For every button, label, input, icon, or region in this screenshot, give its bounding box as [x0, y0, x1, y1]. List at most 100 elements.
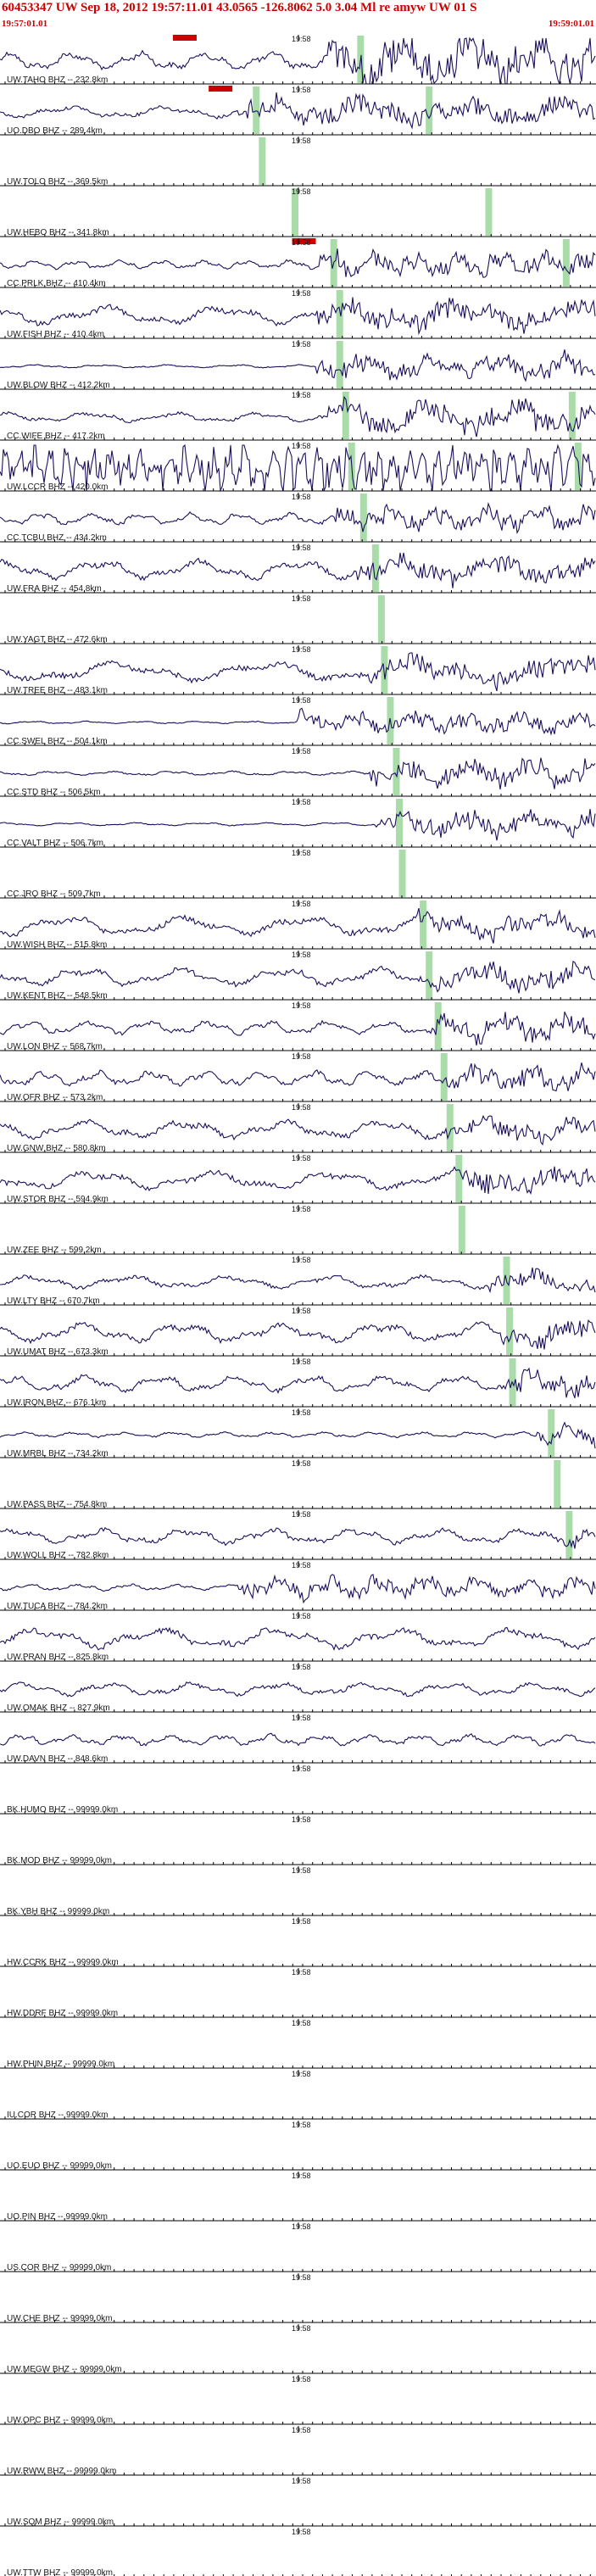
second-ticks: [4, 2523, 591, 2526]
phase-pick-band: [548, 1409, 555, 1457]
second-ticks: [4, 794, 591, 796]
waveform-line: [0, 1062, 596, 1092]
trace-row: 19:58 IU.COR BHZ -- 99999.0km: [0, 2070, 596, 2120]
trace-row: 19:58 UW.KENT BHZ -- 548.5km: [0, 951, 596, 1001]
second-ticks: [4, 1760, 591, 1763]
trace-row: 19:58 CC.PRLK BHZ -- 410.4km: [0, 238, 596, 288]
waveform-line: [0, 443, 596, 493]
second-ticks: [4, 488, 591, 491]
second-ticks: [4, 183, 591, 186]
station-label: UW.TTW BHZ -- 99999.0km: [7, 2568, 113, 2576]
trace-row: 19:58 HW.DDRF BHZ -- 99999.0km: [0, 1968, 596, 2018]
waveform-line: [0, 552, 596, 588]
station-label: HW.CCRK BHZ -- 99999.0km: [7, 1958, 119, 1967]
station-label: UW.MEGW BHZ -- 99999.0km: [7, 2365, 122, 2374]
second-ticks: [4, 1150, 591, 1152]
minute-tick-label: 19:58: [292, 238, 311, 247]
station-label: UW.STOR BHZ -- 594.9km: [7, 1195, 109, 1204]
minute-tick-label: 19:58: [292, 2121, 311, 2129]
second-ticks: [4, 2066, 591, 2068]
trace-row: 19:58 HW.CCRK BHZ -- 99999.0km: [0, 1917, 596, 1967]
station-label: UW.OPC BHZ -- 99999.0km: [7, 2416, 113, 2425]
minute-tick-label: 19:58: [292, 900, 311, 908]
minute-tick-label: 19:58: [292, 1510, 311, 1519]
minute-tick-label: 19:58: [292, 2528, 311, 2536]
phase-pick-band: [393, 748, 400, 795]
station-label: UW.TREE BHZ -- 483.1km: [7, 686, 108, 695]
waveform-line: [0, 652, 596, 692]
waveform-line: [0, 1166, 596, 1196]
phase-pick-band: [554, 1460, 561, 1508]
station-label: UW.FISH BHZ -- 410.4km: [7, 330, 104, 339]
minute-tick-label: 19:58: [292, 137, 311, 145]
waveform-line: [0, 1367, 596, 1398]
waveform-line: [0, 248, 596, 278]
phase-pick-band: [485, 188, 493, 236]
minute-tick-label: 19:58: [292, 2477, 311, 2485]
minute-tick-label: 19:58: [292, 1714, 311, 1722]
minute-tick-label: 19:58: [292, 2375, 311, 2384]
waveform-line: [0, 707, 596, 736]
trace-row: 19:58 BK.HUMO BHZ -- 99999.0km: [0, 1765, 596, 1815]
station-label: BK.YBH BHZ -- 99999.0km: [7, 1907, 109, 1916]
waveform-line: [0, 757, 596, 789]
trace-row: 19:58 UW.MRBL BHZ -- 734.2km: [0, 1408, 596, 1458]
station-label: CC.TCBU BHZ -- 434.2km: [7, 533, 107, 543]
minute-tick-label: 19:58: [292, 645, 311, 654]
trace-row: 19:58 UW.PASS BHZ -- 754.8km: [0, 1459, 596, 1509]
station-label: UW.PRAN BHZ -- 825.8km: [7, 1653, 109, 1662]
phase-pick-band: [396, 799, 404, 846]
minute-tick-label: 19:58: [292, 2222, 311, 2231]
station-label: UW.YAGT BHZ -- 472.6km: [7, 635, 108, 644]
second-ticks: [4, 743, 591, 745]
station-label: CC.SWEL BHZ -- 504.1km: [7, 737, 108, 746]
phase-pick-band: [359, 493, 367, 541]
second-ticks: [4, 2116, 591, 2119]
station-label: UW.MRBL BHZ -- 734.2km: [7, 1449, 109, 1458]
second-ticks: [4, 1404, 591, 1407]
trace-row: 19:58 CC.TCBU BHZ -- 434.2km: [0, 493, 596, 543]
waveform-line: [0, 36, 596, 85]
station-label: UW.WISH BHZ -- 515.8km: [7, 940, 107, 950]
waveform-line: [0, 395, 596, 438]
minute-tick-label: 19:58: [292, 951, 311, 959]
minute-tick-label: 19:58: [292, 1866, 311, 1875]
trace-row: 19:58 UW.FISH BHZ -- 410.4km: [0, 289, 596, 339]
minute-tick-label: 19:58: [292, 1815, 311, 1824]
end-time: 19:59:01.01: [548, 19, 594, 29]
station-label: UW.HEBO BHZ -- 341.8km: [7, 228, 109, 237]
waveform-line: [0, 907, 596, 944]
station-label: IU.COR BHZ -- 99999.0km: [7, 2110, 108, 2120]
minute-tick-label: 19:58: [292, 1052, 311, 1061]
trace-row: 19:58 UW.OFR BHZ -- 573.2km: [0, 1052, 596, 1102]
second-ticks: [4, 946, 591, 949]
second-ticks: [4, 438, 591, 440]
station-label: US.COR BHZ -- 99999.0km: [7, 2263, 111, 2272]
station-label: UW.TOLO BHZ -- 369.5km: [7, 177, 108, 187]
second-ticks: [4, 2269, 591, 2272]
trace-row: 19:58 UO.PIN BHZ -- 99999.0km: [0, 2172, 596, 2222]
trace-row: 19:58 US.COR BHZ -- 99999.0km: [0, 2222, 596, 2272]
trace-row: 19:58 CC.VALT BHZ -- 506.7km: [0, 798, 596, 848]
waveform-line: [0, 1681, 596, 1698]
waveform-line: [0, 502, 596, 534]
minute-tick-label: 19:58: [292, 1205, 311, 1213]
trace-row: 19:58 UW.ZEE BHZ -- 599.2km: [0, 1205, 596, 1255]
second-ticks: [4, 1608, 591, 1610]
station-label: CC.STD BHZ -- 506.5km: [7, 788, 101, 797]
trace-row: 19:58 UW.TOLO BHZ -- 369.5km: [0, 137, 596, 187]
second-ticks: [4, 1709, 591, 1712]
second-ticks: [4, 1811, 591, 1814]
waveform-line: [0, 1626, 596, 1651]
phase-pick-band: [440, 1053, 448, 1101]
trace-row: 19:58 CC.STD BHZ -- 506.5km: [0, 747, 596, 797]
trace-row: 19:58 CC.WIFE BHZ -- 417.2km: [0, 391, 596, 441]
minute-tick-label: 19:58: [292, 544, 311, 552]
arrival-marker: [172, 35, 197, 41]
second-ticks: [4, 692, 591, 694]
trace-row: 19:58 UW.SQM BHZ -- 99999.0km: [0, 2477, 596, 2527]
minute-tick-label: 19:58: [292, 442, 311, 450]
second-ticks: [4, 1455, 591, 1458]
station-label: UO.PIN BHZ -- 99999.0km: [7, 2212, 108, 2222]
trace-row: 19:58 UW.CHE BHZ -- 99999.0km: [0, 2273, 596, 2323]
